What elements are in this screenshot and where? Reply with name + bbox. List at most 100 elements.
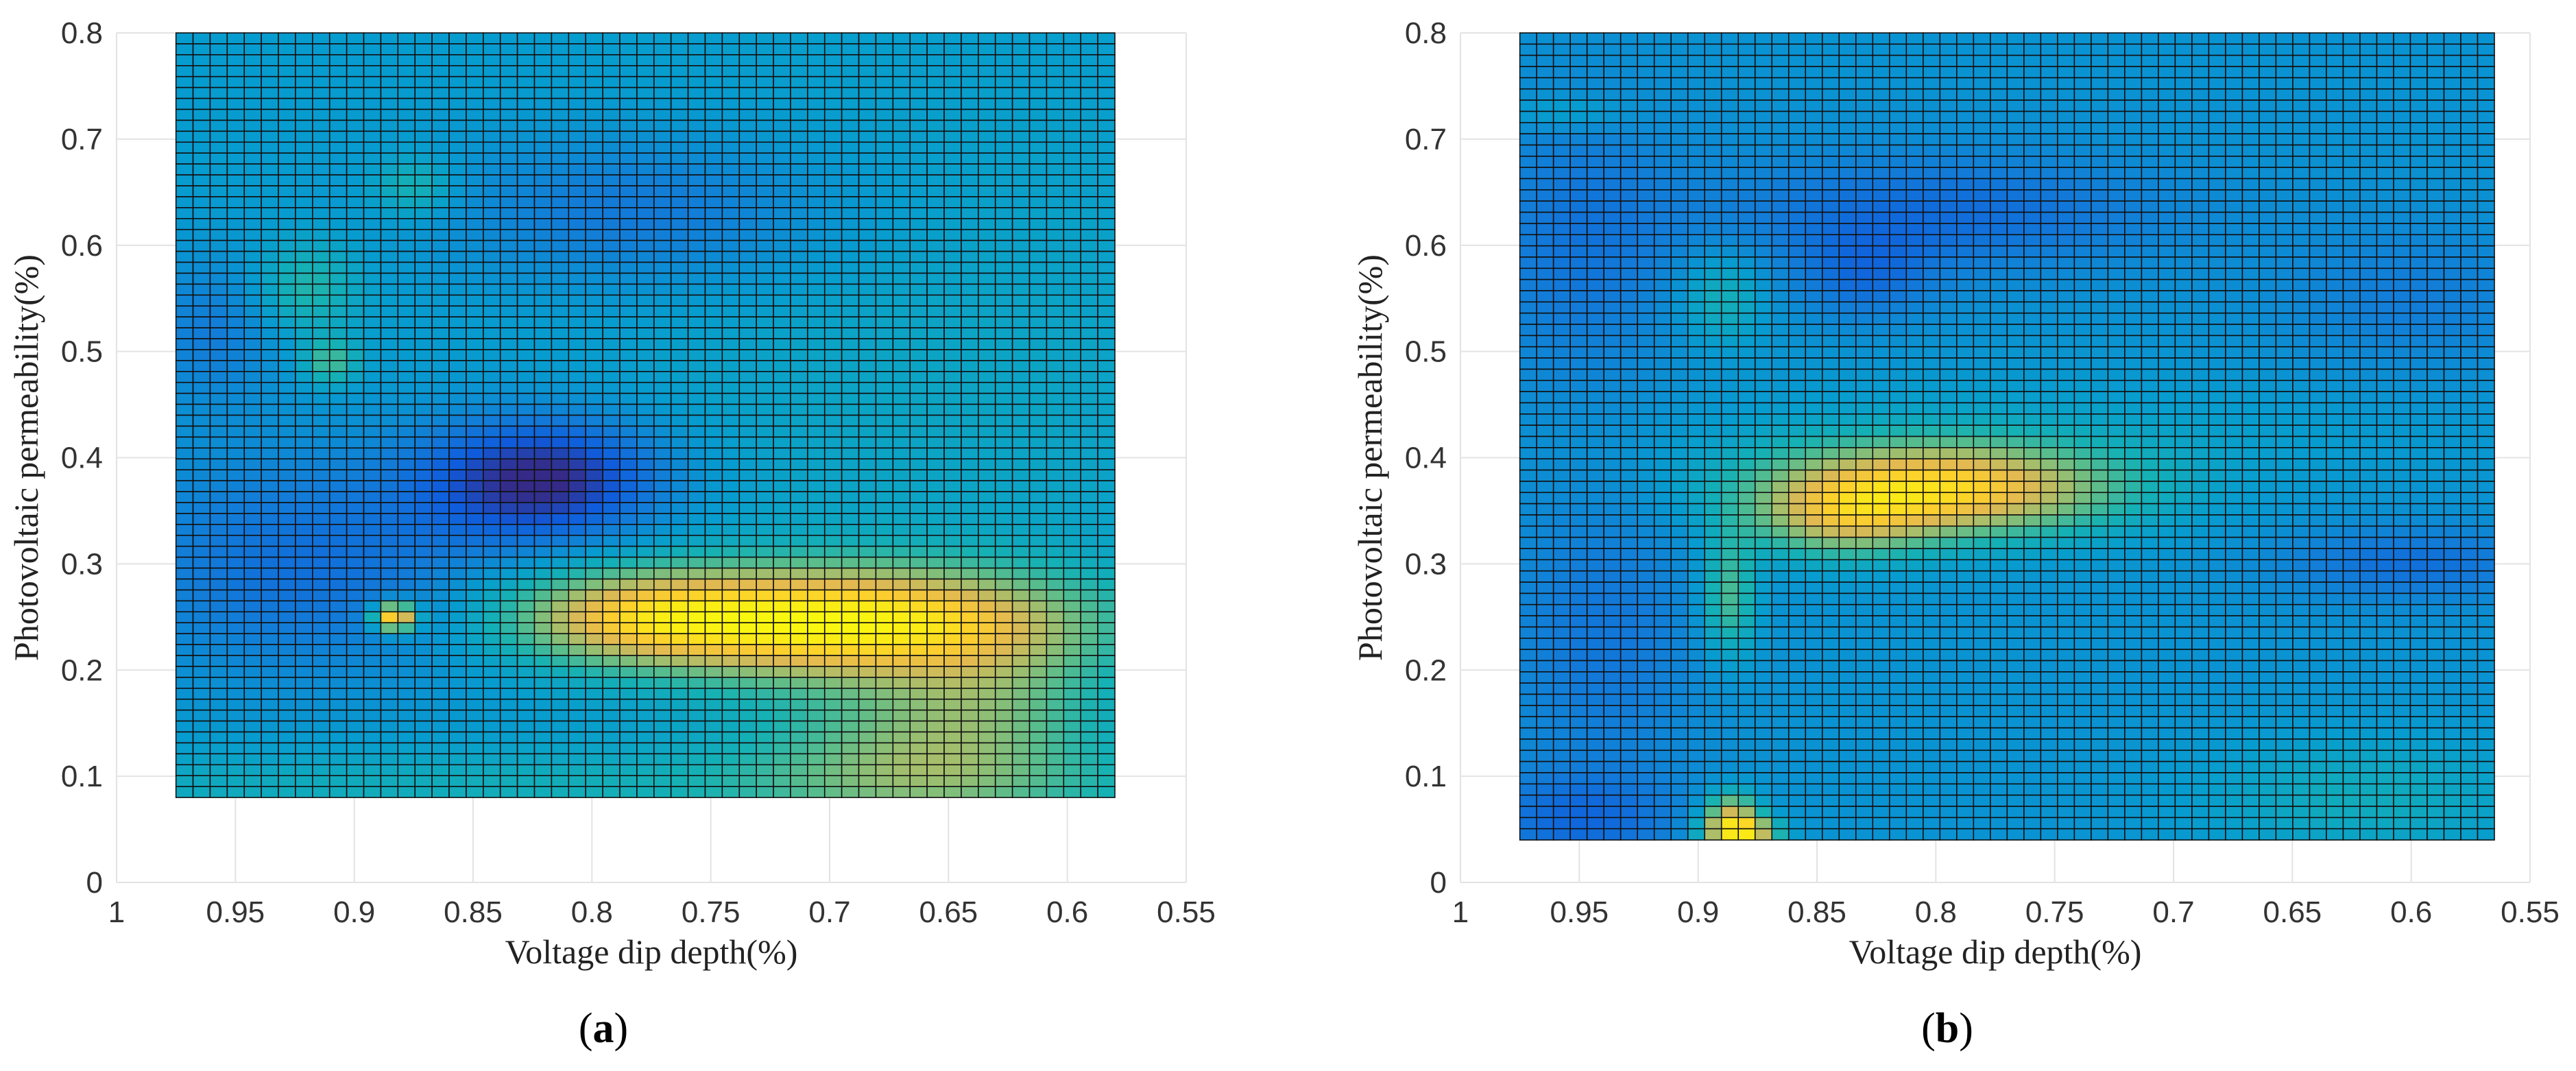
heatmap-cell [2191,43,2210,56]
heatmap-cell [585,491,603,503]
heatmap-cell [2124,99,2143,112]
heatmap-cell [192,327,211,339]
heatmap-cell [499,207,518,219]
heatmap-cell [192,611,211,624]
heatmap-cell [175,633,194,645]
heatmap-cell [687,360,706,372]
heatmap-cell [670,130,689,143]
heatmap-cell [636,447,655,460]
heatmap-cell [790,425,808,438]
heatmap-cell [1063,534,1082,547]
heatmap-cell [875,32,894,45]
heatmap-cell [278,764,296,777]
heatmap-cell [738,381,757,394]
heatmap-cell [483,371,501,383]
heatmap-cell [295,753,313,766]
heatmap-cell [653,392,672,405]
heatmap-cell [2309,167,2327,180]
heatmap-cell [687,163,706,176]
heatmap-cell [1097,261,1116,274]
heatmap-cell [295,731,313,744]
heatmap-cell [858,491,877,503]
heatmap-cell [499,327,518,339]
heatmap-cell [466,403,484,416]
heatmap-cell [1653,144,1672,157]
heatmap-cell [909,86,928,99]
heatmap-cell [499,513,518,525]
heatmap-cell [636,305,655,317]
heatmap-cell [1586,211,1604,224]
heatmap-cell [551,655,570,667]
heatmap-cell [790,119,808,132]
heatmap-cell [1888,110,1907,123]
heatmap-cell [773,360,791,372]
heatmap-cell [1080,141,1098,154]
heatmap-cell [2292,32,2311,45]
heatmap-cell [499,534,518,547]
heatmap-cell [243,687,262,700]
heatmap-cell [2023,223,2042,236]
heatmap-cell [2409,211,2428,224]
heatmap-cell [209,86,228,99]
heatmap-cell [961,119,979,132]
heatmap-cell [1990,234,2008,247]
heatmap-cell [807,491,826,503]
heatmap-cell [790,360,808,372]
heatmap-cell [585,567,603,580]
heatmap-cell [1097,666,1116,678]
heatmap-cell [1063,349,1082,361]
heatmap-cell [516,86,535,99]
heatmap-cell [175,338,194,350]
heatmap-cell [226,513,245,525]
heatmap-cell [1687,156,1706,168]
heatmap-cell [1519,189,1537,202]
heatmap-cell [2259,223,2277,236]
heatmap-cell [2006,156,2025,168]
heatmap-cell [1704,223,1722,236]
heatmap-cell [312,338,330,350]
x-tick-label: 0.9 [333,895,375,929]
heatmap-cell [2409,223,2428,236]
heatmap-cell [585,709,603,722]
heatmap-cell [943,425,962,438]
heatmap-cell [807,261,826,274]
heatmap-cell [380,436,399,449]
heatmap-cell [909,97,928,110]
heatmap-cell [209,502,228,514]
heatmap-cell [738,436,757,449]
heatmap-cell [704,753,723,766]
heatmap-cell [721,130,741,143]
heatmap-cell [2409,167,2428,180]
heatmap-cell [619,207,638,219]
heatmap-cell [670,578,689,591]
heatmap-cell [602,371,621,383]
heatmap-cell [2259,200,2277,213]
heatmap-cell [670,425,689,438]
heatmap-cell [568,513,586,525]
heatmap-cell [585,545,603,558]
heatmap-cell [346,611,365,624]
heatmap-cell [261,644,279,656]
heatmap-cell [1097,174,1116,186]
heatmap-cell [653,655,672,667]
heatmap-cell [516,524,535,536]
heatmap-cell [1063,666,1082,678]
heatmap-cell [2275,223,2294,236]
heatmap-cell [312,589,330,602]
heatmap-cell [636,228,655,241]
heatmap-cell [619,567,638,580]
heatmap-cell [636,491,655,503]
heatmap-cell [909,600,928,613]
heatmap-cell [312,239,330,252]
heatmap-cell [1080,545,1098,558]
heatmap-cell [926,677,945,689]
heatmap-cell [807,239,826,252]
heatmap-cell [790,469,808,481]
heatmap-cell [756,305,774,317]
heatmap-cell [380,349,399,361]
heatmap-cell [1063,75,1082,88]
heatmap-cell [756,753,774,766]
heatmap-cell [994,534,1013,547]
x-tick-label: 0.6 [1046,895,1088,929]
heatmap-cell [243,305,262,317]
